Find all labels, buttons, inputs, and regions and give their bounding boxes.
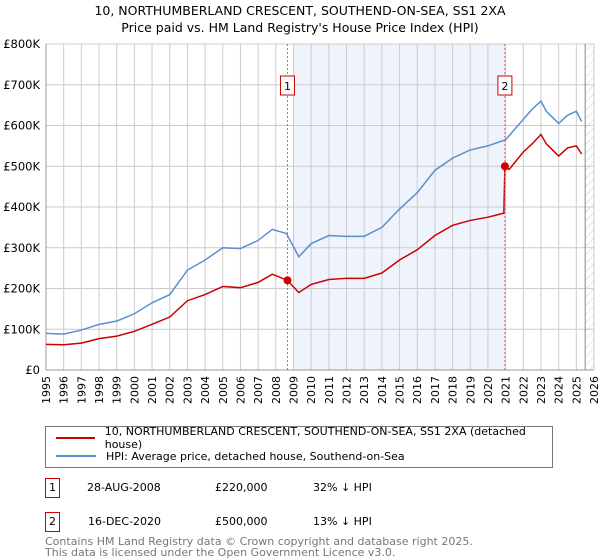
y-tick-label: £100K (3, 322, 40, 336)
x-tick-label: 2021 (500, 376, 513, 404)
x-tick-label: 1998 (93, 376, 106, 404)
x-tick-label: 1997 (75, 376, 88, 404)
y-tick-label: £800K (3, 37, 40, 51)
x-tick-label: 2014 (376, 376, 389, 404)
footer-copyright: Contains HM Land Registry data © Crown c… (45, 535, 473, 548)
x-tick-label: 2015 (394, 376, 407, 404)
legend-label: HPI: Average price, detached house, Sout… (106, 449, 405, 463)
x-tick-label: 2023 (535, 376, 548, 404)
x-tick-label: 2013 (358, 376, 371, 404)
x-tick-label: 2025 (570, 376, 583, 404)
sale-date: 28-AUG-2008 (87, 481, 161, 494)
sale-date: 16-DEC-2020 (88, 515, 162, 528)
x-tick-label: 2011 (323, 376, 336, 404)
x-tick-label: 2002 (164, 376, 177, 404)
x-tick-label: 2007 (252, 376, 265, 404)
x-tick-label: 2018 (447, 376, 460, 404)
x-tick-label: 2009 (287, 376, 300, 404)
x-tick-label: 2020 (482, 376, 495, 404)
x-tick-label: 2026 (588, 376, 600, 404)
chart-subtitle: Price paid vs. HM Land Registry's House … (121, 20, 479, 35)
sale-hpi: 13% ↓ HPI (313, 515, 372, 528)
legend-label: 10, NORTHUMBERLAND CRESCENT, SOUTHEND-ON… (104, 425, 526, 451)
plot-area: 1995 1996 1997 1998 1999 2000 2001 2002 2003 2004… (3, 37, 600, 404)
x-tick-label: 1999 (111, 376, 124, 404)
legend-item-property: 10, NORTHUMBERLAND CRESCENT, SOUTHEND-ON… (56, 425, 552, 451)
x-tick-label: 2008 (270, 376, 283, 404)
series-line-property (45, 133, 583, 346)
x-tick-label: 2016 (411, 376, 424, 404)
x-tick-label: 2019 (464, 376, 477, 404)
x-tick-label: 2005 (217, 376, 230, 404)
x-tick-label: 2010 (305, 376, 318, 404)
sale-price: £220,000 (215, 481, 268, 494)
y-tick-label: £300K (3, 241, 40, 255)
x-tick-label: 2004 (199, 376, 212, 404)
x-tick-label: 2012 (341, 376, 354, 404)
sale-point (283, 276, 292, 285)
y-tick-label: £600K (3, 119, 40, 133)
y-tick-label: £500K (3, 159, 40, 173)
sale-hpi: 32% ↓ HPI (313, 481, 372, 494)
x-tick-label: 2003 (181, 376, 194, 404)
x-tick-label: 2024 (553, 376, 566, 404)
y-tick-label: £200K (3, 282, 40, 296)
x-tick-label: 2000 (128, 376, 141, 404)
sale-marker: 2 (45, 512, 60, 532)
sale-price: £500,000 (215, 515, 268, 528)
x-tick-label: 2017 (429, 376, 442, 404)
legend-item-hpi: HPI: Average price, detached house, Sout… (56, 448, 405, 464)
sale-label-box (497, 75, 513, 96)
x-tick-label: 1995 (40, 376, 53, 404)
footer-licence: This data is licensed under the Open Gov… (45, 546, 396, 559)
x-tick-label: 2001 (146, 376, 159, 404)
sale-label-box (279, 75, 295, 96)
y-tick-label: £400K (3, 200, 40, 214)
legend: 10, NORTHUMBERLAND CRESCENT, SOUTHEND-ON… (45, 425, 553, 468)
series-line-hpi (45, 99, 583, 335)
chart-title: 10, NORTHUMBERLAND CRESCENT, SOUTHEND-ON… (94, 3, 506, 18)
x-tick-label: 1996 (58, 376, 71, 404)
sale-label: 1 (284, 80, 291, 93)
x-tick-label: 2006 (234, 376, 247, 404)
sale-label: 2 (501, 80, 508, 93)
sale-point (500, 162, 509, 171)
y-tick-label: £700K (3, 78, 40, 92)
sale-marker: 1 (45, 478, 60, 498)
x-tick-label: 2022 (517, 376, 530, 404)
y-tick-label: £0 (25, 363, 40, 377)
